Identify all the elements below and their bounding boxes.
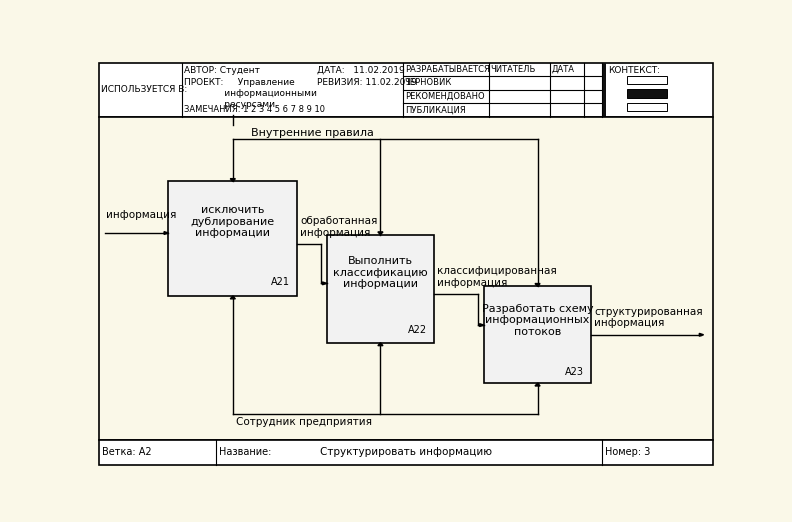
Bar xyxy=(627,89,667,98)
Bar xyxy=(603,63,606,117)
Polygon shape xyxy=(164,232,169,234)
Text: АВТОР: Студент: АВТОР: Студент xyxy=(184,66,260,75)
Polygon shape xyxy=(322,282,327,285)
Polygon shape xyxy=(699,334,703,336)
Text: ресурсами: ресурсами xyxy=(184,100,275,109)
Polygon shape xyxy=(230,179,235,182)
Text: исключить
дублирование
информации: исключить дублирование информации xyxy=(191,205,275,238)
Text: Номер: 3: Номер: 3 xyxy=(605,447,651,457)
Text: ИСПОЛЬЗУЕТСЯ В:: ИСПОЛЬЗУЕТСЯ В: xyxy=(101,85,187,94)
Text: РЕВИЗИЯ: 11.02.2019: РЕВИЗИЯ: 11.02.2019 xyxy=(317,78,417,87)
Text: структурированная
информация: структурированная информация xyxy=(594,307,703,328)
Text: информация: информация xyxy=(106,210,177,220)
Polygon shape xyxy=(480,324,484,326)
Text: ЧИТАТЕЛЬ: ЧИТАТЕЛЬ xyxy=(490,65,536,74)
Polygon shape xyxy=(535,283,540,287)
Text: обработанная
информация: обработанная информация xyxy=(300,217,378,238)
Text: ЧЕРНОВИК: ЧЕРНОВИК xyxy=(405,78,452,88)
Bar xyxy=(99,63,713,117)
Text: ЗАМЕЧАНИЯ: 1 2 3 4 5 6 7 8 9 10: ЗАМЕЧАНИЯ: 1 2 3 4 5 6 7 8 9 10 xyxy=(184,104,325,114)
Bar xyxy=(627,76,667,85)
Text: Внутренние правила: Внутренние правила xyxy=(251,128,374,138)
Text: Ветка: А2: Ветка: А2 xyxy=(102,447,152,457)
Text: Название:: Название: xyxy=(219,447,271,457)
Bar xyxy=(627,103,667,112)
Polygon shape xyxy=(535,383,540,386)
Text: А21: А21 xyxy=(271,277,290,287)
Polygon shape xyxy=(378,343,383,346)
Text: А23: А23 xyxy=(565,366,584,376)
Text: классифицированная
информация: классифицированная информация xyxy=(437,266,557,288)
Polygon shape xyxy=(230,296,235,299)
Text: РЕКОМЕНДОВАНО: РЕКОМЕНДОВАНО xyxy=(405,92,484,101)
Text: ПРОЕКТ:     Управление: ПРОЕКТ: Управление xyxy=(184,78,295,87)
Text: ПУБЛИКАЦИЯ: ПУБЛИКАЦИЯ xyxy=(405,105,466,115)
Text: А22: А22 xyxy=(408,325,427,335)
Text: ДАТА:   11.02.2019: ДАТА: 11.02.2019 xyxy=(317,66,405,75)
Text: КОНТЕКСТ:: КОНТЕКСТ: xyxy=(608,66,661,75)
Text: Выполнить
классификацию
информации: Выполнить классификацию информации xyxy=(333,256,428,289)
Text: Сотрудник предприятия: Сотрудник предприятия xyxy=(236,417,372,427)
Bar xyxy=(484,287,592,383)
Bar xyxy=(327,235,434,343)
Bar xyxy=(99,117,713,440)
Text: РАЗРАБАТЫВАЕТСЯ: РАЗРАБАТЫВАЕТСЯ xyxy=(405,65,489,74)
Bar xyxy=(169,182,297,296)
Text: ДАТА: ДАТА xyxy=(552,65,575,74)
Text: информационными: информационными xyxy=(184,89,317,98)
Text: Структурировать информацию: Структурировать информацию xyxy=(320,447,492,457)
Bar xyxy=(99,440,713,465)
Text: Разработать схему
информационных
потоков: Разработать схему информационных потоков xyxy=(482,304,593,337)
Polygon shape xyxy=(378,232,383,235)
